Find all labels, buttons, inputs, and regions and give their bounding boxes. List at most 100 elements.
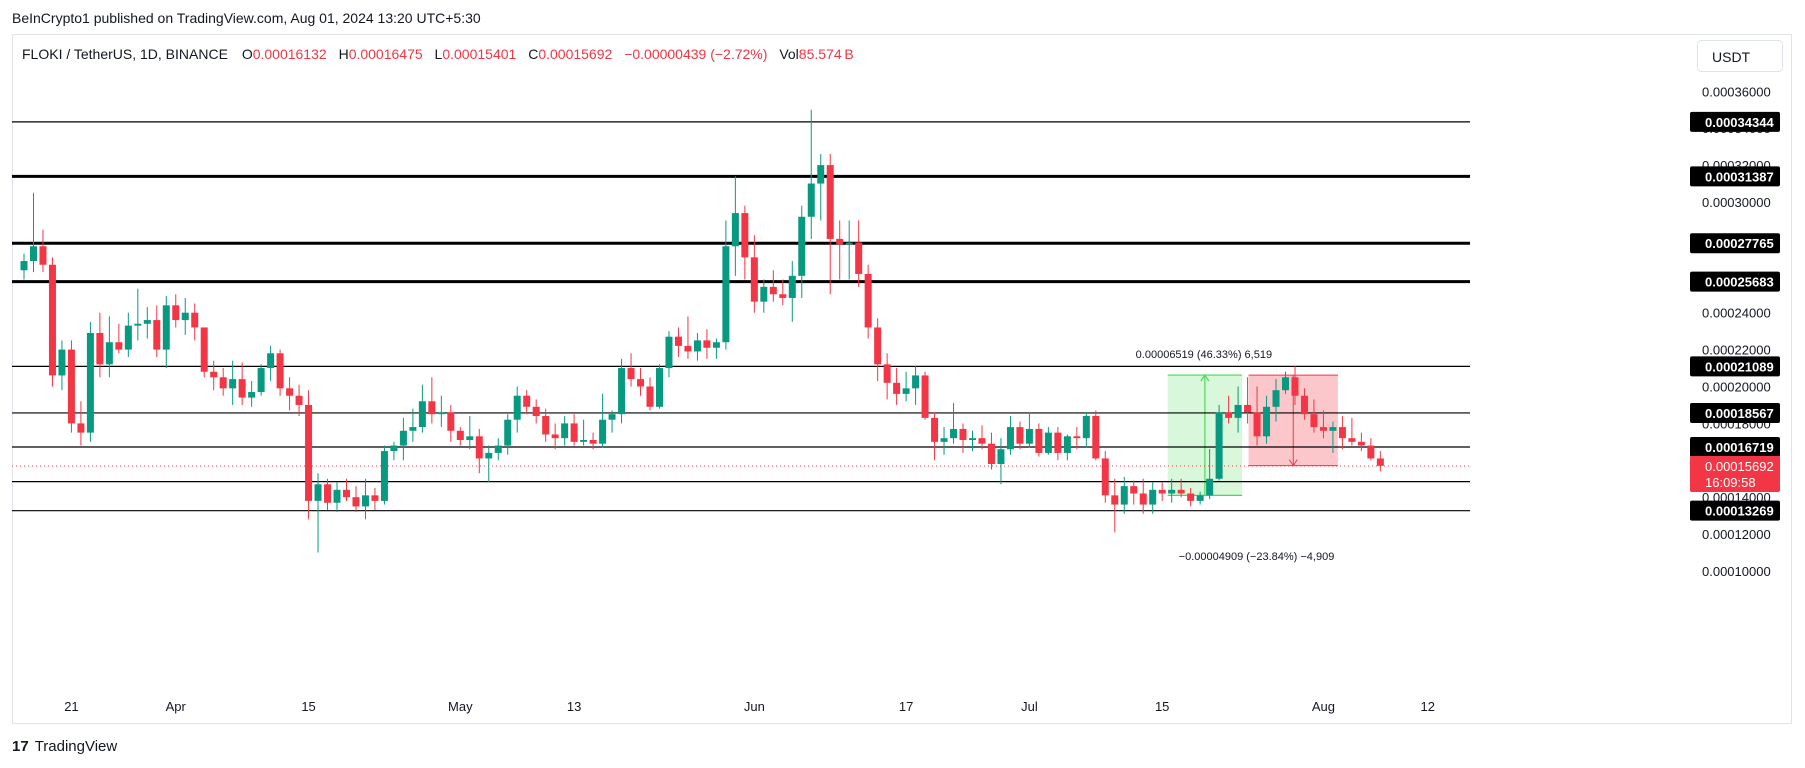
candle-body[interactable]: [750, 257, 758, 302]
candle-body[interactable]: [475, 436, 483, 459]
currency-button[interactable]: USDT: [1697, 40, 1783, 72]
candle-body[interactable]: [134, 323, 142, 326]
candle-body[interactable]: [333, 489, 341, 503]
candle-body[interactable]: [162, 305, 170, 350]
candle-body[interactable]: [29, 246, 37, 262]
candle-body[interactable]: [305, 404, 313, 501]
candle-body[interactable]: [693, 340, 701, 352]
candle-body[interactable]: [1149, 489, 1157, 505]
candle-body[interactable]: [1168, 489, 1176, 494]
candle-body[interactable]: [143, 320, 151, 324]
candle-body[interactable]: [390, 445, 398, 452]
candle-body[interactable]: [741, 213, 749, 258]
candle-body[interactable]: [769, 286, 777, 295]
candle-body[interactable]: [428, 401, 436, 415]
candle-body[interactable]: [105, 342, 113, 365]
candle-body[interactable]: [352, 497, 360, 507]
candle-body[interactable]: [295, 395, 303, 405]
candle-body[interactable]: [485, 452, 493, 459]
candle-body[interactable]: [1101, 458, 1109, 496]
candle-body[interactable]: [912, 375, 920, 389]
candle-body[interactable]: [902, 388, 910, 394]
candle-body[interactable]: [1054, 432, 1062, 453]
candle-body[interactable]: [1215, 412, 1223, 479]
candle-body[interactable]: [627, 368, 635, 380]
candle-body[interactable]: [361, 495, 369, 507]
candle-body[interactable]: [67, 349, 75, 424]
candle-body[interactable]: [684, 345, 692, 352]
candle-body[interactable]: [1263, 406, 1271, 437]
candle-body[interactable]: [1016, 427, 1024, 444]
candle-body[interactable]: [532, 406, 540, 417]
symbol-title[interactable]: FLOKI / TetherUS, 1D, BINANCE: [22, 46, 228, 62]
candle-body[interactable]: [1348, 438, 1356, 442]
candle-body[interactable]: [1319, 427, 1327, 431]
candle-body[interactable]: [342, 489, 350, 498]
candle-body[interactable]: [200, 327, 208, 372]
candle-body[interactable]: [874, 327, 882, 365]
candle-body[interactable]: [1120, 486, 1128, 505]
candle-body[interactable]: [1025, 428, 1033, 444]
candle-body[interactable]: [1196, 495, 1204, 501]
candle-body[interactable]: [466, 436, 474, 441]
candle-body[interactable]: [172, 305, 180, 321]
candle-body[interactable]: [1338, 427, 1346, 439]
candle-body[interactable]: [969, 438, 976, 441]
candle-body[interactable]: [124, 325, 132, 350]
candle-body[interactable]: [267, 353, 275, 369]
candle-body[interactable]: [760, 286, 768, 302]
candle-body[interactable]: [1158, 489, 1166, 494]
candle-body[interactable]: [731, 213, 739, 247]
candle-body[interactable]: [987, 443, 995, 464]
candle-body[interactable]: [1073, 436, 1081, 439]
candle-body[interactable]: [580, 440, 588, 442]
candle-body[interactable]: [864, 273, 872, 328]
candle-body[interactable]: [570, 423, 578, 442]
candle-body[interactable]: [779, 294, 787, 298]
candle-body[interactable]: [191, 312, 199, 328]
candle-body[interactable]: [48, 264, 56, 376]
candle-body[interactable]: [257, 368, 265, 393]
candle-body[interactable]: [826, 165, 834, 239]
candle-body[interactable]: [1282, 377, 1290, 391]
candle-body[interactable]: [798, 216, 806, 276]
candle-body[interactable]: [1244, 404, 1252, 413]
candle-body[interactable]: [845, 242, 853, 245]
candle-body[interactable]: [722, 246, 730, 343]
candle-body[interactable]: [286, 388, 294, 396]
candle-body[interactable]: [1310, 414, 1318, 428]
candle-body[interactable]: [1177, 489, 1185, 494]
candle-body[interactable]: [655, 368, 663, 407]
candle-body[interactable]: [229, 379, 237, 389]
candle-body[interactable]: [1376, 458, 1384, 466]
candle-body[interactable]: [1139, 493, 1147, 505]
candle-body[interactable]: [399, 430, 407, 446]
candle-body[interactable]: [551, 434, 559, 439]
candle-body[interactable]: [371, 495, 379, 501]
tradingview-logo[interactable]: 17 TradingView: [12, 738, 117, 755]
candle-body[interactable]: [238, 379, 246, 398]
candle-body[interactable]: [712, 342, 720, 348]
candle-body[interactable]: [665, 336, 673, 369]
candle-body[interactable]: [181, 312, 189, 321]
candle-body[interactable]: [807, 183, 815, 217]
candle-body[interactable]: [494, 445, 502, 453]
candle-body[interactable]: [1006, 427, 1014, 450]
candle-body[interactable]: [523, 395, 531, 407]
candle-body[interactable]: [513, 395, 521, 420]
candle-body[interactable]: [788, 275, 796, 298]
candle-body[interactable]: [921, 375, 929, 418]
candle-body[interactable]: [959, 428, 967, 441]
candle-body[interactable]: [437, 412, 445, 415]
candle-body[interactable]: [978, 438, 986, 444]
candle-body[interactable]: [1035, 428, 1043, 453]
candle-body[interactable]: [418, 401, 426, 428]
candle-body[interactable]: [674, 336, 682, 346]
candle-body[interactable]: [314, 484, 322, 501]
candle-body[interactable]: [77, 423, 85, 433]
candle-body[interactable]: [324, 484, 332, 503]
candle-body[interactable]: [1063, 436, 1071, 453]
candle-body[interactable]: [1234, 404, 1242, 418]
candle-body[interactable]: [1111, 495, 1119, 505]
